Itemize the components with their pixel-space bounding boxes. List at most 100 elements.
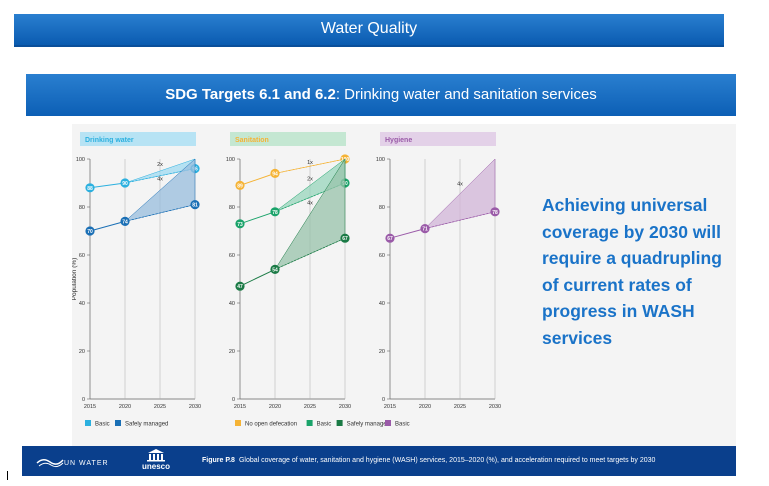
x-tick-label: 2020 [269, 404, 281, 410]
text-cursor [7, 471, 8, 480]
y-tick-label: 60 [229, 253, 235, 259]
data-label: 78 [272, 210, 278, 216]
legend-swatch [306, 420, 313, 426]
wave-icon [36, 459, 64, 468]
series-line [239, 211, 276, 225]
data-label: 78 [492, 210, 498, 216]
data-label: 81 [192, 203, 198, 209]
data-point [85, 226, 95, 236]
data-point [270, 168, 280, 178]
data-label: 47 [237, 284, 243, 290]
x-tick-label: 2030 [189, 404, 201, 410]
acceleration-area [274, 158, 346, 270]
data-label: 74 [122, 219, 128, 225]
data-label: 71 [422, 227, 428, 233]
slide-title: Water Quality [320, 20, 418, 37]
series-line [89, 182, 126, 189]
footer-bar: UN WATER unesco Figure P.8 Global coverag… [22, 446, 736, 476]
legend-swatch [385, 420, 391, 426]
annotation: 4x [457, 181, 463, 187]
unesco-logo: unesco [134, 448, 178, 474]
data-label: 70 [87, 229, 93, 235]
title-bar: Water Quality [14, 14, 724, 47]
x-tick-label: 2015 [84, 404, 96, 410]
data-point [190, 200, 200, 210]
temple-icon [147, 449, 165, 462]
data-point [120, 178, 130, 188]
data-point [85, 183, 95, 193]
annotation: 4x [307, 201, 313, 207]
data-label: 67 [342, 236, 348, 242]
legend-swatch [115, 420, 121, 426]
figure-label: Figure P.8 [202, 457, 235, 464]
data-point [420, 224, 430, 234]
y-axis-label: Population (%) [72, 258, 78, 301]
x-tick-label: 2015 [384, 404, 396, 410]
y-tick-label: 100 [376, 157, 385, 163]
callout-text: Achieving universal coverage by 2030 wil… [542, 195, 722, 348]
legend-label: Basic [395, 422, 410, 428]
x-tick-label: 2025 [154, 404, 166, 410]
data-point [235, 281, 245, 291]
y-tick-label: 20 [79, 349, 85, 355]
y-tick-label: 0 [232, 397, 235, 403]
annotation: 2x [157, 162, 163, 168]
data-label: 67 [387, 236, 393, 242]
subtitle-bold: SDG Targets 6.1 and 6.2 [165, 86, 336, 103]
x-tick-label: 2025 [454, 404, 466, 410]
x-tick-label: 2020 [419, 404, 431, 410]
data-label: 94 [272, 171, 278, 177]
data-point [385, 233, 395, 243]
y-tick-label: 60 [379, 253, 385, 259]
legend-swatch [235, 420, 241, 426]
panel-header-title: Drinking water [85, 137, 134, 144]
data-label: 73 [237, 222, 243, 228]
caption-text: Global coverage of water, sanitation and… [238, 457, 656, 464]
x-tick-label: 2025 [304, 404, 316, 410]
subtitle: SDG Targets 6.1 and 6.2: Drinking water … [26, 74, 736, 116]
x-tick-label: 2020 [119, 404, 131, 410]
projection-line [274, 237, 346, 270]
annotation: 2x [307, 177, 313, 183]
data-point [270, 207, 280, 217]
projection-line [274, 158, 346, 174]
data-point [490, 207, 500, 217]
y-tick-label: 0 [82, 397, 85, 403]
subtitle-rest: : Drinking water and sanitation services [335, 86, 597, 103]
data-point [340, 233, 350, 243]
y-tick-label: 100 [226, 157, 235, 163]
data-point [120, 216, 130, 226]
series-line [389, 228, 426, 239]
legend-swatch [85, 420, 91, 426]
data-point [235, 180, 245, 190]
y-tick-label: 80 [379, 205, 385, 211]
legend-swatch [336, 420, 343, 426]
y-tick-label: 20 [229, 349, 235, 355]
data-point [270, 264, 280, 274]
legend-label: Safely managed [347, 422, 390, 428]
y-tick-label: 40 [229, 301, 235, 307]
projection-line [424, 211, 496, 229]
panel-header-bg [230, 132, 346, 146]
annotation: 4x [157, 177, 163, 183]
legend-label: No open defecation [245, 422, 297, 428]
legend-label: Safely managed [125, 422, 168, 428]
wash-chart: Drinking water 0 20 40 60 80 100 2015 2020 2025 20… [71, 132, 501, 428]
data-label: 89 [237, 183, 243, 189]
projection-line [124, 204, 196, 222]
x-tick-label: 2015 [234, 404, 246, 410]
data-label: 54 [272, 267, 278, 273]
y-tick-label: 60 [79, 253, 85, 259]
panel-header-bg [380, 132, 496, 146]
series-line [239, 172, 276, 186]
x-tick-label: 2030 [489, 404, 501, 410]
annotation: 1x [307, 160, 313, 166]
unesco-label: unesco [141, 462, 170, 471]
panel-header-title: Hygiene [385, 137, 412, 144]
panel-header-bg [80, 132, 196, 146]
y-tick-label: 40 [79, 301, 85, 307]
figure-caption: Figure P.8 Global coverage of water, sani… [202, 446, 655, 476]
series-line [89, 220, 126, 232]
figure-panel: Drinking water 0 20 40 60 80 100 2015 2020 2025 20… [71, 124, 736, 446]
data-label: 90 [122, 181, 128, 187]
